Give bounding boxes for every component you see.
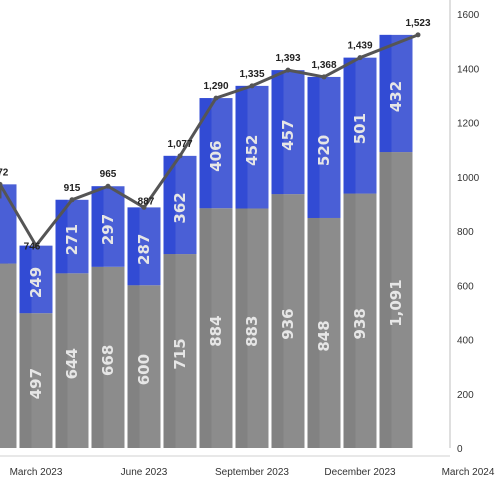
grey-value-label: 715 <box>171 338 189 369</box>
y-tick-label: 200 <box>457 390 474 401</box>
bar-grey-1 <box>0 263 17 448</box>
bars-layer <box>0 34 413 448</box>
total-point <box>357 55 363 61</box>
bar-blue-shade-5 <box>127 207 140 286</box>
grey-value-label: 1,091 <box>387 279 405 326</box>
total-value-label: 1,368 <box>311 60 336 71</box>
blue-value-label: 457 <box>279 119 297 150</box>
bar-blue-shade-12 <box>379 34 392 153</box>
bar-grey-shade-6 <box>163 254 176 448</box>
blue-value-label: 501 <box>351 113 369 144</box>
total-point <box>321 74 327 80</box>
total-value-label: 1,393 <box>275 53 300 64</box>
x-tick-label: September 2023 <box>215 467 289 478</box>
bar-grey-shade-2 <box>19 313 32 448</box>
blue-value-label: 249 <box>27 267 45 298</box>
bar-grey-shade-8 <box>235 208 248 448</box>
bar-blue-shade-2 <box>19 245 32 314</box>
grey-value-label: 644 <box>63 348 81 379</box>
blue-value-label: 432 <box>387 81 405 112</box>
total-line-layer <box>0 32 421 249</box>
grey-value-label: 936 <box>279 308 297 339</box>
total-value-label: 1,335 <box>239 69 264 80</box>
x-axis: March 2023 June 2023 September 2023 Decembe… <box>0 455 495 478</box>
x-tick-label: December 2023 <box>324 467 396 478</box>
bar-blue-shade-9 <box>271 70 284 195</box>
y-tick-label: 1000 <box>457 173 480 184</box>
total-value-label: 746 <box>24 242 41 253</box>
total-value-label: 915 <box>64 183 81 194</box>
total-value-label: 972 <box>0 167 9 178</box>
total-labels-layer: 972 746 915 965 887 1,077 1,290 1,335 1,393 1,368… <box>0 18 431 253</box>
total-value-label: 1,290 <box>203 81 228 92</box>
grey-value-label: 883 <box>243 316 261 347</box>
grey-value-label: 884 <box>207 315 225 346</box>
segment-labels-layer: 497 249 644 271 668 297 600 287 715 362 884 406 883 4… <box>27 81 405 399</box>
y-tick-label: 0 <box>457 444 463 455</box>
bar-grey-shade-12 <box>379 152 392 448</box>
total-value-label: 1,439 <box>347 41 372 52</box>
blue-value-label: 362 <box>171 192 189 223</box>
bar-blue-shade-8 <box>235 85 248 209</box>
total-point <box>285 67 291 73</box>
blue-value-label: 452 <box>243 135 261 166</box>
x-tick-label: June 2023 <box>121 467 168 478</box>
total-point <box>141 204 147 210</box>
bar-grey-shade-11 <box>343 193 356 448</box>
bar-blue-shade-7 <box>199 98 212 209</box>
grey-value-label: 938 <box>351 308 369 339</box>
blue-value-label: 287 <box>135 234 153 265</box>
bar-grey-shade-5 <box>127 285 140 448</box>
total-point <box>213 95 219 101</box>
y-tick-label: 1400 <box>457 64 480 75</box>
blue-value-label: 297 <box>99 214 117 245</box>
total-point <box>0 181 3 187</box>
total-point <box>415 32 421 38</box>
y-tick-label: 400 <box>457 336 474 347</box>
bar-blue-shade-11 <box>343 57 356 194</box>
grey-value-label: 668 <box>99 345 117 376</box>
total-point <box>69 197 75 203</box>
total-point <box>105 183 111 189</box>
bar-grey-shade-7 <box>199 208 212 448</box>
x-tick-label: March 2023 <box>10 467 63 478</box>
bar-blue-shade-10 <box>307 76 320 218</box>
bar-grey-shade-3 <box>55 273 68 448</box>
y-axis: 0 200 400 600 800 1000 1200 1400 1600 <box>449 0 480 455</box>
total-point <box>33 243 39 249</box>
x-tick-label: March 2024 <box>442 467 495 478</box>
bar-grey-shade-4 <box>91 266 104 448</box>
y-tick-label: 600 <box>457 281 474 292</box>
total-value-label: 965 <box>100 169 117 180</box>
y-tick-label: 1200 <box>457 119 480 130</box>
bar-grey-shade-10 <box>307 217 320 448</box>
blue-value-label: 520 <box>315 135 333 166</box>
grey-value-label: 848 <box>315 320 333 351</box>
y-tick-label: 800 <box>457 227 474 238</box>
total-value-label: 1,523 <box>405 18 430 29</box>
bar-grey-shade-9 <box>271 194 284 448</box>
total-value-label: 887 <box>138 196 155 207</box>
y-tick-label: 1600 <box>457 10 480 21</box>
blue-value-label: 271 <box>63 224 81 255</box>
bar-blue-shade-6 <box>163 155 176 255</box>
total-point <box>177 153 183 159</box>
grey-value-label: 497 <box>27 368 45 399</box>
total-value-label: 1,077 <box>167 139 192 150</box>
bar-blue-shade-4 <box>91 186 104 267</box>
blue-value-label: 406 <box>207 140 225 171</box>
grey-value-label: 600 <box>135 354 153 385</box>
total-point <box>249 83 255 89</box>
